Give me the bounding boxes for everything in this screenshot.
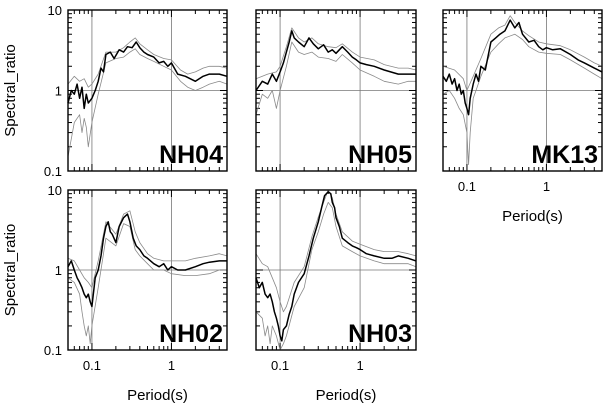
series-line-upper [67,210,228,289]
series-line-upper [442,15,603,91]
plot-frame [67,9,228,172]
station-label: NH05 [348,141,412,169]
series-line-mean [255,30,416,91]
plot-frame [442,9,603,172]
plot-frame [67,189,228,351]
series-line-lower [255,202,417,351]
y-tick-label: 10 [48,3,62,18]
series-line-mean [255,191,417,342]
series-line-lower [67,223,227,345]
plot-frame [255,189,417,351]
x-tick-label: 1 [543,179,550,194]
x-tick-label: 0.1 [83,358,101,373]
series-line-mean [67,213,227,308]
y-tick-label: 10 [48,183,62,198]
x-tick-label: 0.1 [458,179,476,194]
series-line-mean [442,19,603,116]
panel-nh04: 0.1 1 10 Spectral_ratio NH04 [2,3,228,179]
x-tick-label: 0.1 [271,358,289,373]
x-axis-label: Period(s) [127,387,188,404]
series-line-lower [442,33,603,165]
x-axis-label: Period(s) [316,387,377,404]
station-label: MK13 [531,141,598,169]
x-tick-label: 1 [356,358,363,373]
series-line-lower [255,41,416,115]
y-tick-label: 1 [55,263,62,278]
x-axis-label: Period(s) [502,208,563,225]
panel-nh03: 0.1 1 Period(s) NH03 [255,189,417,404]
y-tick-label: 1 [55,84,62,99]
y-axis-label: Spectral_ratio [2,44,19,137]
station-label: NH02 [159,320,223,348]
y-axis-label: Spectral_ratio [2,224,19,317]
panel-mk13: 0.1 1 Period(s) MK13 [442,9,603,225]
series-line-lower [67,48,228,157]
series-line-upper [67,37,228,88]
series-line-mean [67,41,228,110]
x-tick-label: 1 [168,358,175,373]
station-label: NH03 [348,320,412,348]
station-label: NH04 [159,141,223,169]
plot-frame [255,9,417,172]
panel-nh05: NH05 [255,9,417,172]
y-tick-label: 0.1 [44,343,62,358]
y-tick-label: 0.1 [44,164,62,179]
panel-nh02: 0.1 1 10 0.1 1 Period(s) Spectral_ratio NH02 [2,183,228,404]
